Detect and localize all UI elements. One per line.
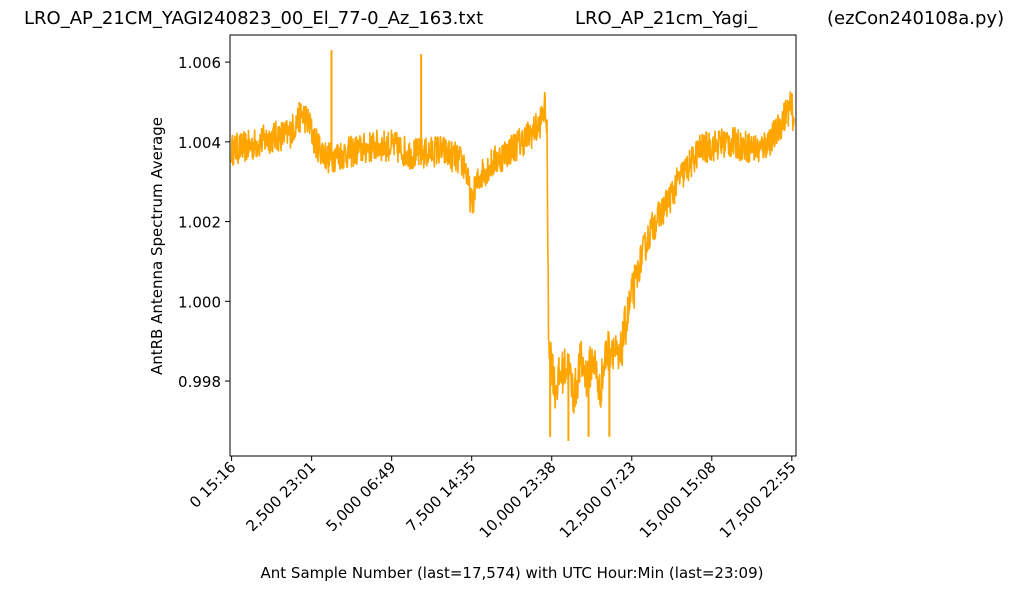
y-tick-label: 1.000 xyxy=(178,293,221,311)
y-tick-label: 0.998 xyxy=(178,373,221,391)
x-axis-label: Ant Sample Number (last=17,574) with UTC… xyxy=(261,564,764,582)
header-left-title: LRO_AP_21CM_YAGI240823_00_El_77-0_Az_163… xyxy=(24,8,483,29)
x-tick-label: 7,500 14:35 xyxy=(403,458,480,535)
x-tick-label: 12,500 07:23 xyxy=(556,458,640,542)
y-tick-label: 1.002 xyxy=(178,214,221,232)
x-tick-label: 15,000 15:08 xyxy=(636,458,720,542)
y-tick-label: 1.004 xyxy=(178,134,221,152)
data-series-line xyxy=(230,91,795,414)
plot-frame xyxy=(229,34,797,457)
x-tick-label: 17,500 22:55 xyxy=(716,458,800,542)
header-right-title: (ezCon240108a.py) xyxy=(827,8,1004,29)
x-tick-label: 10,000 23:38 xyxy=(476,458,560,542)
y-axis-label: AntRB Antenna Spectrum Average xyxy=(148,117,166,375)
x-tick-label: 2,500 23:01 xyxy=(242,458,319,535)
header-center-title: LRO_AP_21cm_Yagi_ xyxy=(575,8,758,29)
x-tick-label: 0 15:16 xyxy=(186,458,239,511)
y-axis: 0.998 1.000 1.002 1.004 1.006 xyxy=(178,54,230,391)
plot-area xyxy=(229,34,797,457)
y-tick-label: 1.006 xyxy=(178,54,221,72)
x-tick-label: 5,000 06:49 xyxy=(322,458,399,535)
x-axis: 0 15:16 2,500 23:01 5,000 06:49 7,500 14:35… xyxy=(186,456,800,542)
